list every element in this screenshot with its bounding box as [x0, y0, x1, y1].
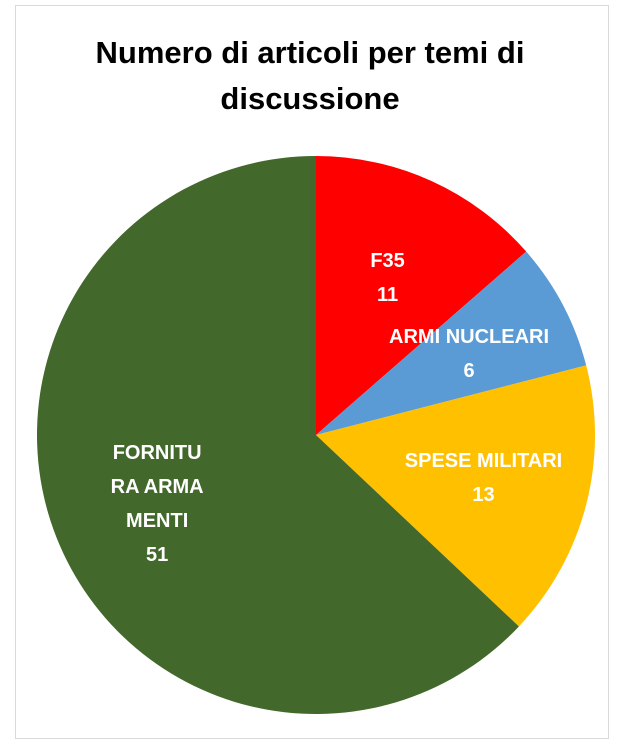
label-box: ARMI NUCLEARI 6: [359, 319, 579, 389]
chart-frame: [15, 5, 609, 739]
label-box: F35 11: [278, 243, 498, 313]
slice-label: ARMI NUCLEARI 6: [359, 319, 579, 389]
category-label: FORNITURA ARMAMENTI: [110, 441, 204, 532]
category-label: ARMI NUCLEARI: [389, 326, 550, 349]
label-box: FORNITURA ARMAMENTI 51: [107, 414, 207, 594]
pie-slice: [316, 156, 527, 435]
category-label: SPESE MILITARI: [404, 450, 563, 473]
slice-label: SPESE MILITARI 13: [374, 443, 594, 513]
slice-label: FORNITURA ARMAMENTI 51: [107, 414, 207, 594]
value-label: 6: [463, 360, 475, 383]
pie-slice: [316, 251, 587, 435]
chart-title: Numero di articoli per temi di discussio…: [95, 35, 525, 116]
pie-slice: [36, 156, 519, 714]
label-box: SPESE MILITARI 13: [374, 443, 594, 513]
value-label: 51: [146, 543, 169, 566]
category-label: F35: [370, 249, 405, 272]
value-label: 11: [377, 283, 399, 306]
pie-slice: [316, 365, 595, 627]
value-label: 13: [472, 484, 495, 507]
